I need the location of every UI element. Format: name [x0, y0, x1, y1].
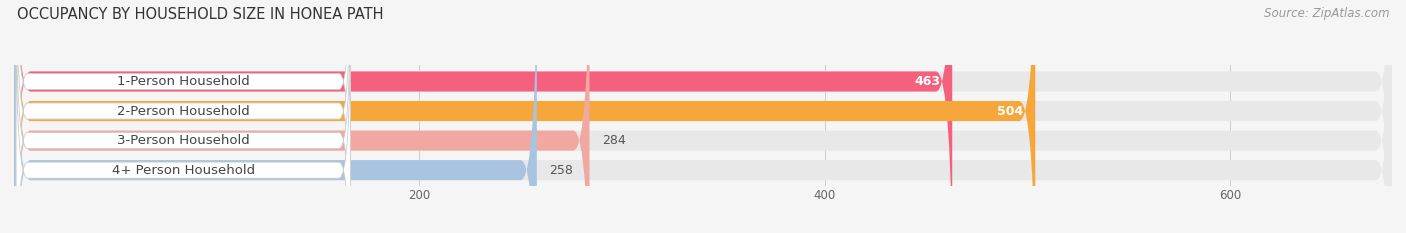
Text: 504: 504	[997, 105, 1024, 117]
FancyBboxPatch shape	[14, 0, 1392, 233]
Text: Source: ZipAtlas.com: Source: ZipAtlas.com	[1264, 7, 1389, 20]
Text: 1-Person Household: 1-Person Household	[117, 75, 250, 88]
Text: 284: 284	[602, 134, 626, 147]
FancyBboxPatch shape	[15, 13, 350, 233]
FancyBboxPatch shape	[14, 0, 1392, 233]
FancyBboxPatch shape	[15, 0, 350, 233]
Text: 2-Person Household: 2-Person Household	[117, 105, 250, 117]
FancyBboxPatch shape	[14, 0, 537, 233]
Text: 463: 463	[914, 75, 941, 88]
FancyBboxPatch shape	[14, 0, 952, 233]
FancyBboxPatch shape	[14, 0, 1392, 233]
FancyBboxPatch shape	[14, 0, 1392, 233]
FancyBboxPatch shape	[14, 0, 589, 233]
Text: 3-Person Household: 3-Person Household	[117, 134, 250, 147]
FancyBboxPatch shape	[14, 0, 1035, 233]
Text: 258: 258	[548, 164, 572, 177]
FancyBboxPatch shape	[15, 0, 350, 233]
FancyBboxPatch shape	[15, 0, 350, 233]
Text: OCCUPANCY BY HOUSEHOLD SIZE IN HONEA PATH: OCCUPANCY BY HOUSEHOLD SIZE IN HONEA PAT…	[17, 7, 384, 22]
Text: 4+ Person Household: 4+ Person Household	[111, 164, 254, 177]
